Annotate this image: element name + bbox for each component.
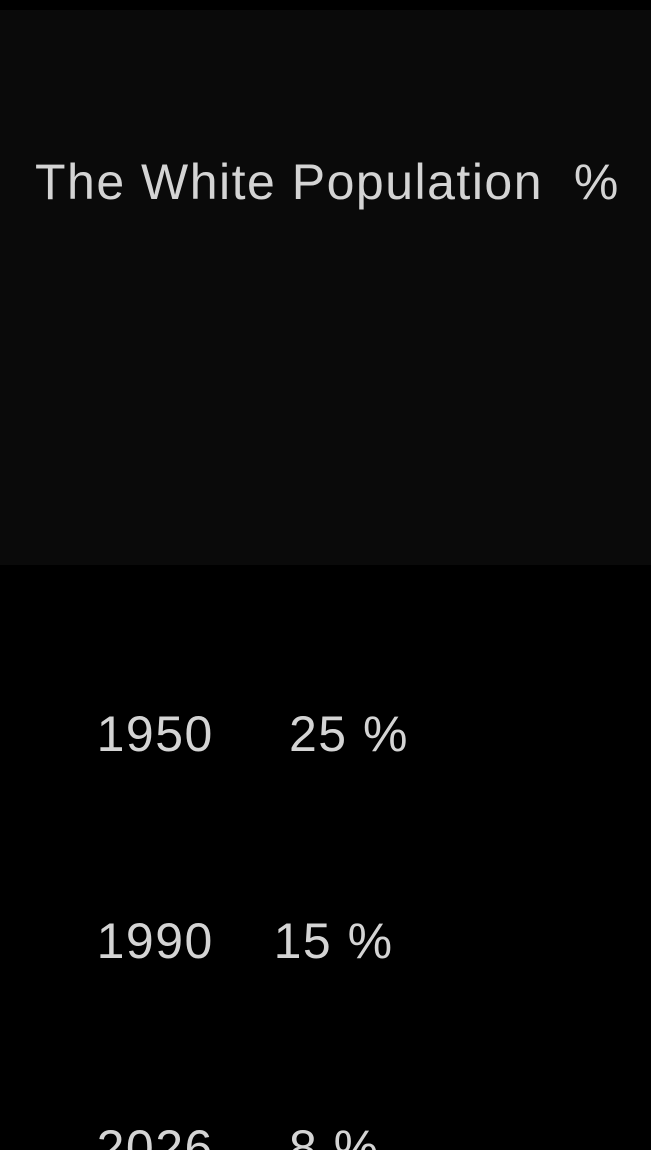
row-value: 15 % bbox=[273, 913, 394, 969]
page-title: The White Population % bbox=[35, 154, 620, 210]
table-row: 1950 25 % bbox=[35, 631, 651, 762]
row-year: 1990 bbox=[96, 913, 214, 969]
row-value: 8 % bbox=[273, 1120, 380, 1150]
row-year: 1950 bbox=[96, 706, 214, 762]
table-row: 2026 8 % bbox=[35, 1045, 651, 1150]
blank-line bbox=[35, 355, 651, 424]
text-panel: The White Population % 1950 25 % 1990 15 … bbox=[0, 10, 651, 1150]
table-row: 1990 15 % bbox=[35, 838, 651, 969]
row-year: 2026 bbox=[96, 1120, 214, 1150]
row-value: 25 % bbox=[273, 706, 409, 762]
